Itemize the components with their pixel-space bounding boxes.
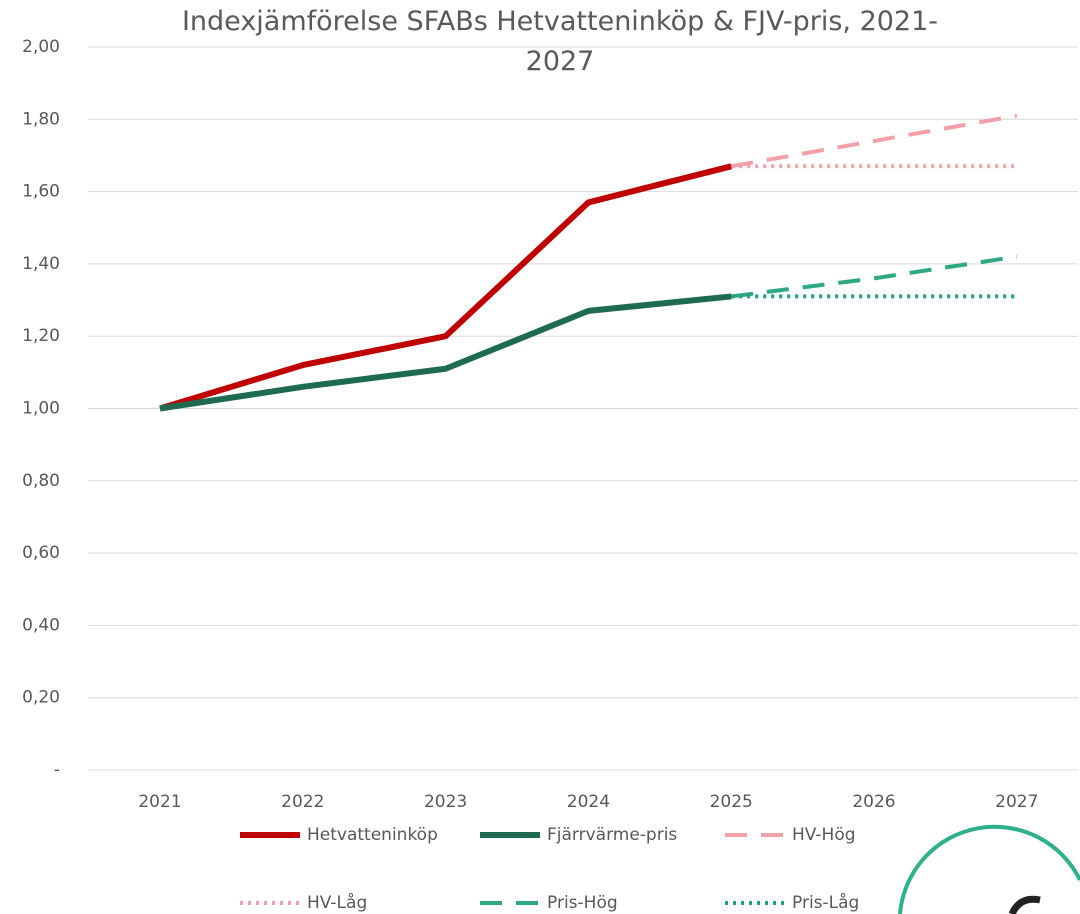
x-tick-label: 2023 [424,792,467,812]
y-tick-label: 1,40 [22,254,60,274]
y-tick-label: 1,80 [22,109,60,129]
legend-label: Pris-Låg [792,892,859,913]
legend-label: HV-Låg [307,892,367,913]
y-tick-label: 0,40 [22,615,60,635]
x-tick-label: 2022 [281,792,324,812]
legend-label: HV-Hög [792,825,856,845]
y-tick-label: 1,20 [22,326,60,346]
x-tick-label: 2027 [995,792,1038,812]
x-tick-label: 2021 [138,792,181,812]
y-tick-label: - [54,760,60,780]
y-tick-label: 0,20 [22,688,60,708]
x-tick-label: 2024 [567,792,610,812]
y-tick-label: 2,00 [22,37,60,57]
series-line [159,163,732,412]
series-line [159,293,732,412]
logo-arc [898,824,1080,914]
y-tick-label: 1,00 [22,399,60,419]
series-line [730,113,1018,169]
y-tick-label: 1,60 [22,182,60,202]
series-line [730,254,1018,299]
legend-label: Fjärrvärme-pris [547,825,677,845]
x-tick-label: 2026 [852,792,895,812]
y-tick-label: 0,80 [22,471,60,491]
x-tick-label: 2025 [710,792,753,812]
chart-title: Indexjämförelse SFABs Hetvatteninköp & F… [181,6,939,77]
legend-label: Hetvatteninköp [307,825,438,845]
y-tick-label: 0,60 [22,543,60,563]
logo-glyph [1008,895,1041,914]
legend-label: Pris-Hög [547,893,618,913]
